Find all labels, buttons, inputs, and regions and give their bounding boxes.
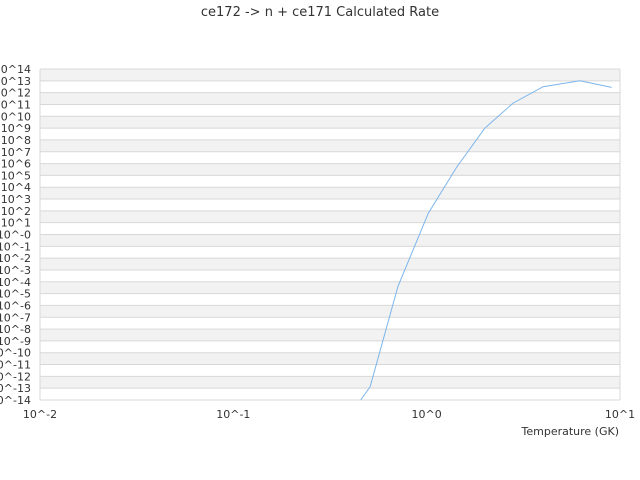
y-tick-label: 10^-2 bbox=[0, 252, 31, 265]
y-tick-label: 10^-9 bbox=[0, 335, 31, 348]
grid-band bbox=[40, 305, 620, 318]
y-tick-label: 10^12 bbox=[0, 87, 31, 100]
y-tick-label: 10^5 bbox=[1, 169, 31, 182]
y-tick-labels: 10^1410^1310^1210^1110^1010^910^810^710^… bbox=[0, 63, 31, 407]
x-tick-label: 10^-1 bbox=[216, 408, 250, 421]
y-tick-label: 10^-13 bbox=[0, 382, 31, 395]
y-tick-label: 10^-3 bbox=[0, 264, 31, 277]
grid-band bbox=[40, 352, 620, 365]
y-tick-label: 10^-5 bbox=[0, 288, 31, 301]
y-tick-label: 10^-0 bbox=[0, 229, 31, 242]
grid-band bbox=[40, 329, 620, 341]
y-tick-label: 10^7 bbox=[1, 146, 31, 159]
y-tick-label: 10^3 bbox=[1, 193, 31, 206]
y-tick-label: 10^10 bbox=[0, 110, 31, 123]
y-tick-label: 10^-14 bbox=[0, 394, 31, 407]
grid-band bbox=[40, 116, 620, 129]
y-tick-label: 10^-8 bbox=[0, 323, 31, 336]
series-line bbox=[360, 80, 612, 401]
y-tick-label: 10^-10 bbox=[0, 347, 31, 360]
grid-band bbox=[40, 163, 620, 176]
y-tick-label: 10^-11 bbox=[0, 359, 31, 372]
y-tick-label: 10^-4 bbox=[0, 276, 31, 289]
y-tick-label: 10^8 bbox=[1, 134, 31, 147]
grid-band bbox=[40, 376, 620, 389]
x-tick-labels: 10^-2 10^-1 10^0 10^1 bbox=[23, 408, 635, 421]
grid-band bbox=[40, 210, 620, 223]
y-tick-label: 10^13 bbox=[0, 75, 31, 88]
x-tick-label: 10^1 bbox=[605, 408, 635, 421]
y-tick-label: 10^-12 bbox=[0, 370, 31, 383]
y-tick-label: 10^-7 bbox=[0, 311, 31, 324]
y-tick-label: 10^-1 bbox=[0, 240, 31, 253]
x-tick-label: 10^-2 bbox=[23, 408, 57, 421]
chart-title: ce172 -> n + ce171 Calculated Rate bbox=[201, 5, 439, 20]
y-tick-label: 10^2 bbox=[1, 205, 31, 218]
grid-band bbox=[40, 69, 620, 81]
grid-band bbox=[40, 281, 620, 294]
x-tick-label: 10^0 bbox=[412, 408, 442, 421]
x-axis-label: Temperature (GK) bbox=[521, 425, 620, 438]
grid-band bbox=[40, 234, 620, 247]
y-tick-label: 10^6 bbox=[1, 158, 31, 171]
grid-bands bbox=[40, 69, 620, 389]
grid-band bbox=[40, 139, 620, 152]
y-tick-label: 10^9 bbox=[1, 122, 31, 135]
grid-band bbox=[40, 258, 620, 270]
y-tick-label: 10^1 bbox=[1, 217, 31, 230]
y-tick-label: 10^4 bbox=[1, 181, 31, 194]
grid-lines bbox=[39, 68, 621, 401]
y-tick-label: 10^14 bbox=[0, 63, 31, 76]
series-group bbox=[360, 80, 612, 401]
grid-band bbox=[40, 187, 620, 200]
grid-band bbox=[40, 92, 620, 105]
y-tick-label: 10^-6 bbox=[0, 299, 31, 312]
y-tick-label: 10^11 bbox=[0, 98, 31, 111]
